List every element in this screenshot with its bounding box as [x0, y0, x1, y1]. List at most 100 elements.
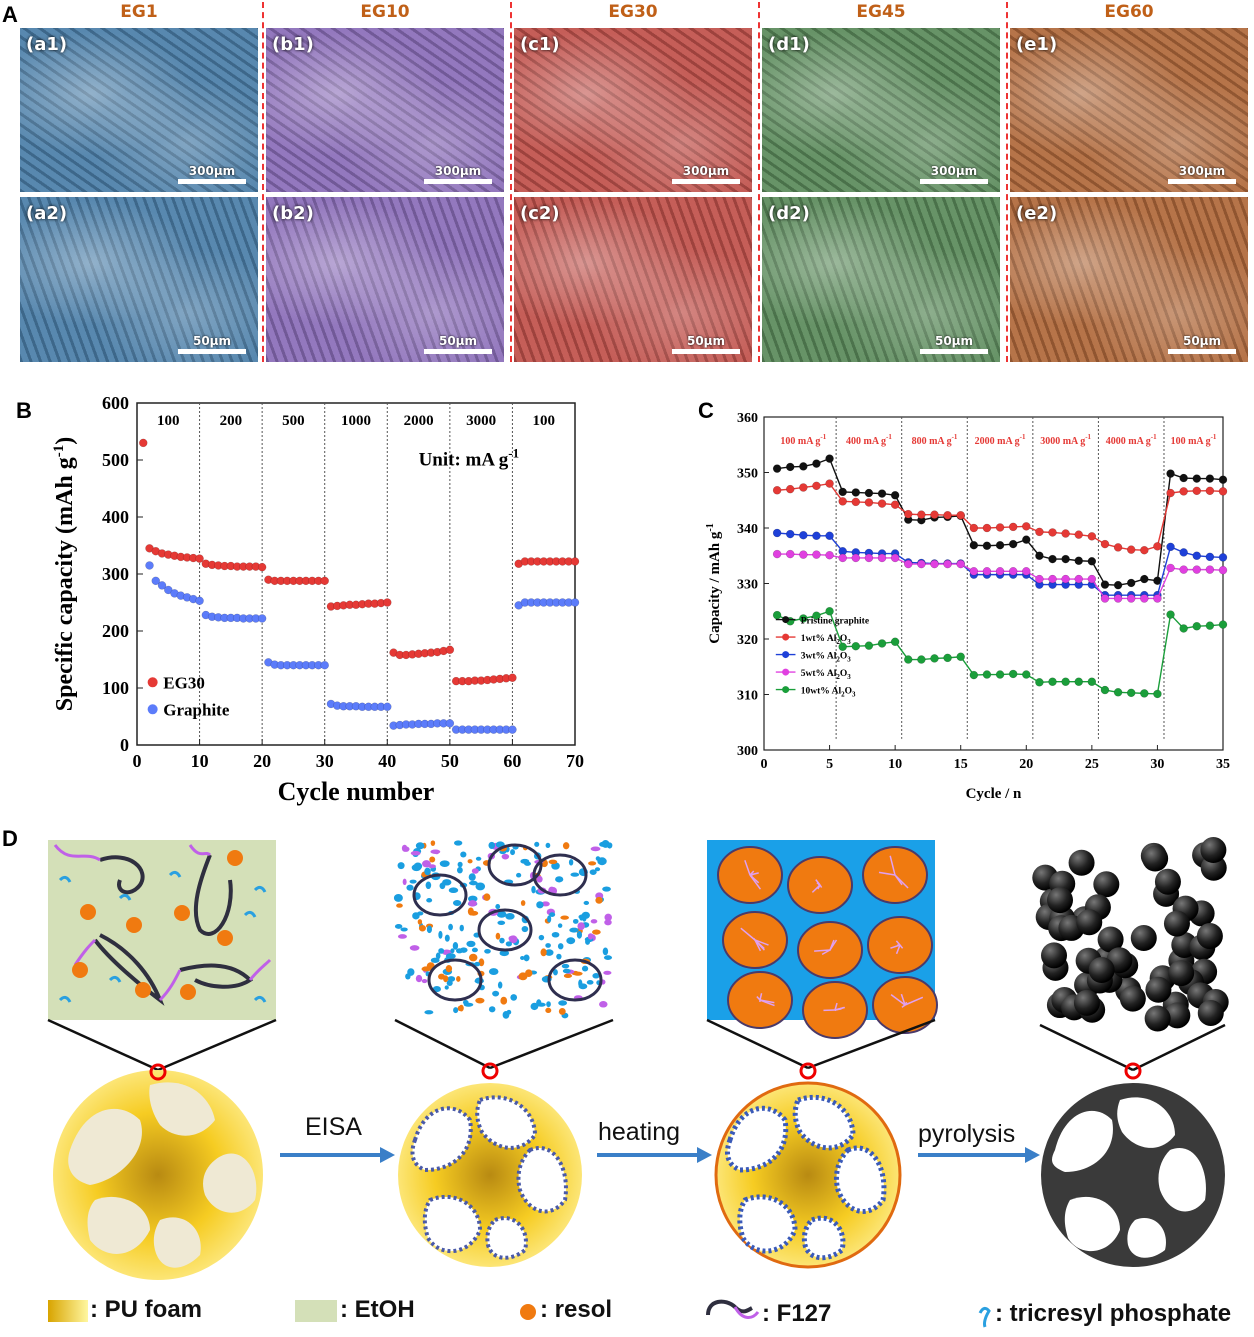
data-point: [890, 553, 900, 563]
micelle-particle: [468, 953, 478, 962]
micelle-particle: [426, 925, 432, 934]
data-point: [917, 655, 926, 664]
f127-strand: [889, 855, 896, 876]
data-point: [1153, 689, 1162, 699]
chart-c-al2o3-capacity: 100 mA g-1 400 mA g-1 800 mA g-1 2000 mA g-…: [705, 411, 1230, 802]
data-point: [1140, 689, 1149, 698]
micelle-particle: [421, 966, 432, 972]
data-point: [1166, 488, 1175, 498]
micelle-particle: [566, 937, 576, 945]
micelle-particle: [406, 884, 414, 891]
micelle-particle: [590, 846, 601, 852]
data-point: [1113, 688, 1123, 697]
data-point: [1022, 670, 1031, 679]
micelle-particle: [569, 927, 579, 933]
micelle-particle: [597, 857, 607, 866]
f127-strand: [834, 1002, 838, 1011]
micelle-particle: [506, 1009, 512, 1015]
data-point-graphite: [570, 598, 580, 607]
data-point: [1126, 688, 1136, 698]
micelle-particle: [409, 945, 420, 951]
legend-label: EG30: [163, 673, 205, 692]
micelle-particle: [562, 968, 571, 974]
micelle-particle: [495, 904, 501, 910]
rate-label: 2000: [404, 413, 434, 429]
data-point-graphite: [145, 561, 154, 570]
y-tick-label: 310: [737, 689, 758, 704]
carbon-sphere: [1088, 956, 1115, 983]
data-point: [1218, 487, 1228, 496]
f127-strand: [754, 939, 769, 946]
f127-micelle: [412, 873, 468, 917]
arrow-label-eisa: EISA: [305, 1113, 362, 1141]
micelle-particle: [405, 973, 411, 980]
x-tick-label: 60: [503, 751, 521, 771]
micelle-particle: [400, 927, 408, 932]
data-point: [1113, 594, 1123, 603]
sem-image-label: (b2): [272, 203, 314, 224]
f127-strand: [829, 939, 835, 951]
data-point: [917, 510, 926, 519]
micelle-particle: [446, 980, 453, 986]
micelle-particle: [603, 955, 613, 960]
data-point: [825, 454, 834, 463]
micelle-particle: [531, 885, 536, 894]
data-point-graphite: [157, 581, 167, 590]
micelle-particle: [452, 941, 459, 950]
micelle-particle: [576, 930, 583, 939]
micelle-particle: [521, 926, 529, 933]
micelle-particle: [578, 979, 583, 988]
micelle-particle: [457, 1005, 463, 1011]
column-separator: [1006, 2, 1008, 362]
data-point: [1192, 474, 1202, 483]
x-tick-label: 50: [441, 751, 459, 771]
data-point: [799, 530, 808, 540]
tricresyl-phosphate-swatch: [978, 1306, 991, 1328]
data-point: [969, 670, 979, 680]
micelle-particle: [562, 842, 570, 850]
data-point: [1205, 565, 1215, 574]
micelle-particle: [396, 903, 403, 908]
carbon-sphere: [1073, 989, 1100, 1016]
data-point: [1022, 522, 1031, 531]
data-point: [1022, 567, 1031, 576]
rate-label: 2000 mA g-1: [975, 433, 1026, 447]
sem-image-label: (a2): [26, 203, 68, 224]
legend-f127: : F127: [762, 1300, 832, 1327]
f127-strand: [815, 879, 821, 886]
y-tick-label: 340: [737, 522, 758, 537]
f127-strand: [904, 996, 924, 1006]
unit-note: Unit: mA g-1: [419, 446, 520, 471]
micelle-particle: [505, 941, 512, 947]
scale-bar: 300μm: [672, 164, 740, 184]
micelle-particle: [453, 840, 463, 846]
data-point: [851, 497, 861, 507]
data-point: [1113, 543, 1123, 552]
data-point-graphite: [164, 585, 173, 595]
data-point: [864, 553, 874, 563]
x-tick-label: 20: [253, 751, 271, 771]
data-point-eg30: [320, 576, 329, 586]
legend-resol: : resol: [540, 1296, 613, 1323]
data-point: [1179, 565, 1188, 574]
x-tick-label: 30: [1150, 757, 1164, 772]
f127-strand: [895, 940, 901, 946]
data-point: [812, 611, 821, 620]
micelle-particle: [457, 861, 463, 868]
data-point: [930, 510, 939, 519]
micelle-particle: [495, 932, 501, 940]
zoom-box-micelles: [393, 839, 613, 1020]
sem-image-top: (d1) 300μm: [762, 28, 1000, 192]
data-point: [1035, 678, 1044, 687]
f127-micelle: [532, 853, 588, 897]
micelle-particle: [439, 882, 446, 890]
chart-b-rate-capability: 100 200 500 1000 2000 3000 1000 10 20 30 40 50 60 700…: [51, 393, 584, 806]
panel-d-letter: D: [2, 826, 18, 851]
data-point: [1179, 548, 1188, 557]
micelle-particle: [604, 919, 612, 926]
micelle-particle: [547, 915, 552, 923]
data-point: [864, 488, 874, 498]
micelle-particle: [499, 937, 505, 944]
data-point: [1061, 554, 1070, 564]
data-point: [930, 654, 939, 663]
